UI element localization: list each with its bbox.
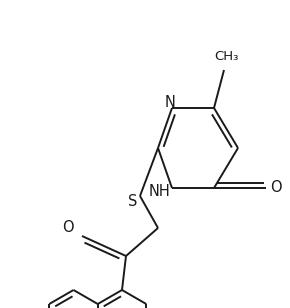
- Text: S: S: [128, 194, 138, 209]
- Text: O: O: [62, 221, 74, 236]
- Text: NH: NH: [149, 184, 171, 200]
- Text: CH₃: CH₃: [214, 50, 238, 63]
- Text: N: N: [164, 95, 175, 110]
- Text: O: O: [270, 180, 282, 196]
